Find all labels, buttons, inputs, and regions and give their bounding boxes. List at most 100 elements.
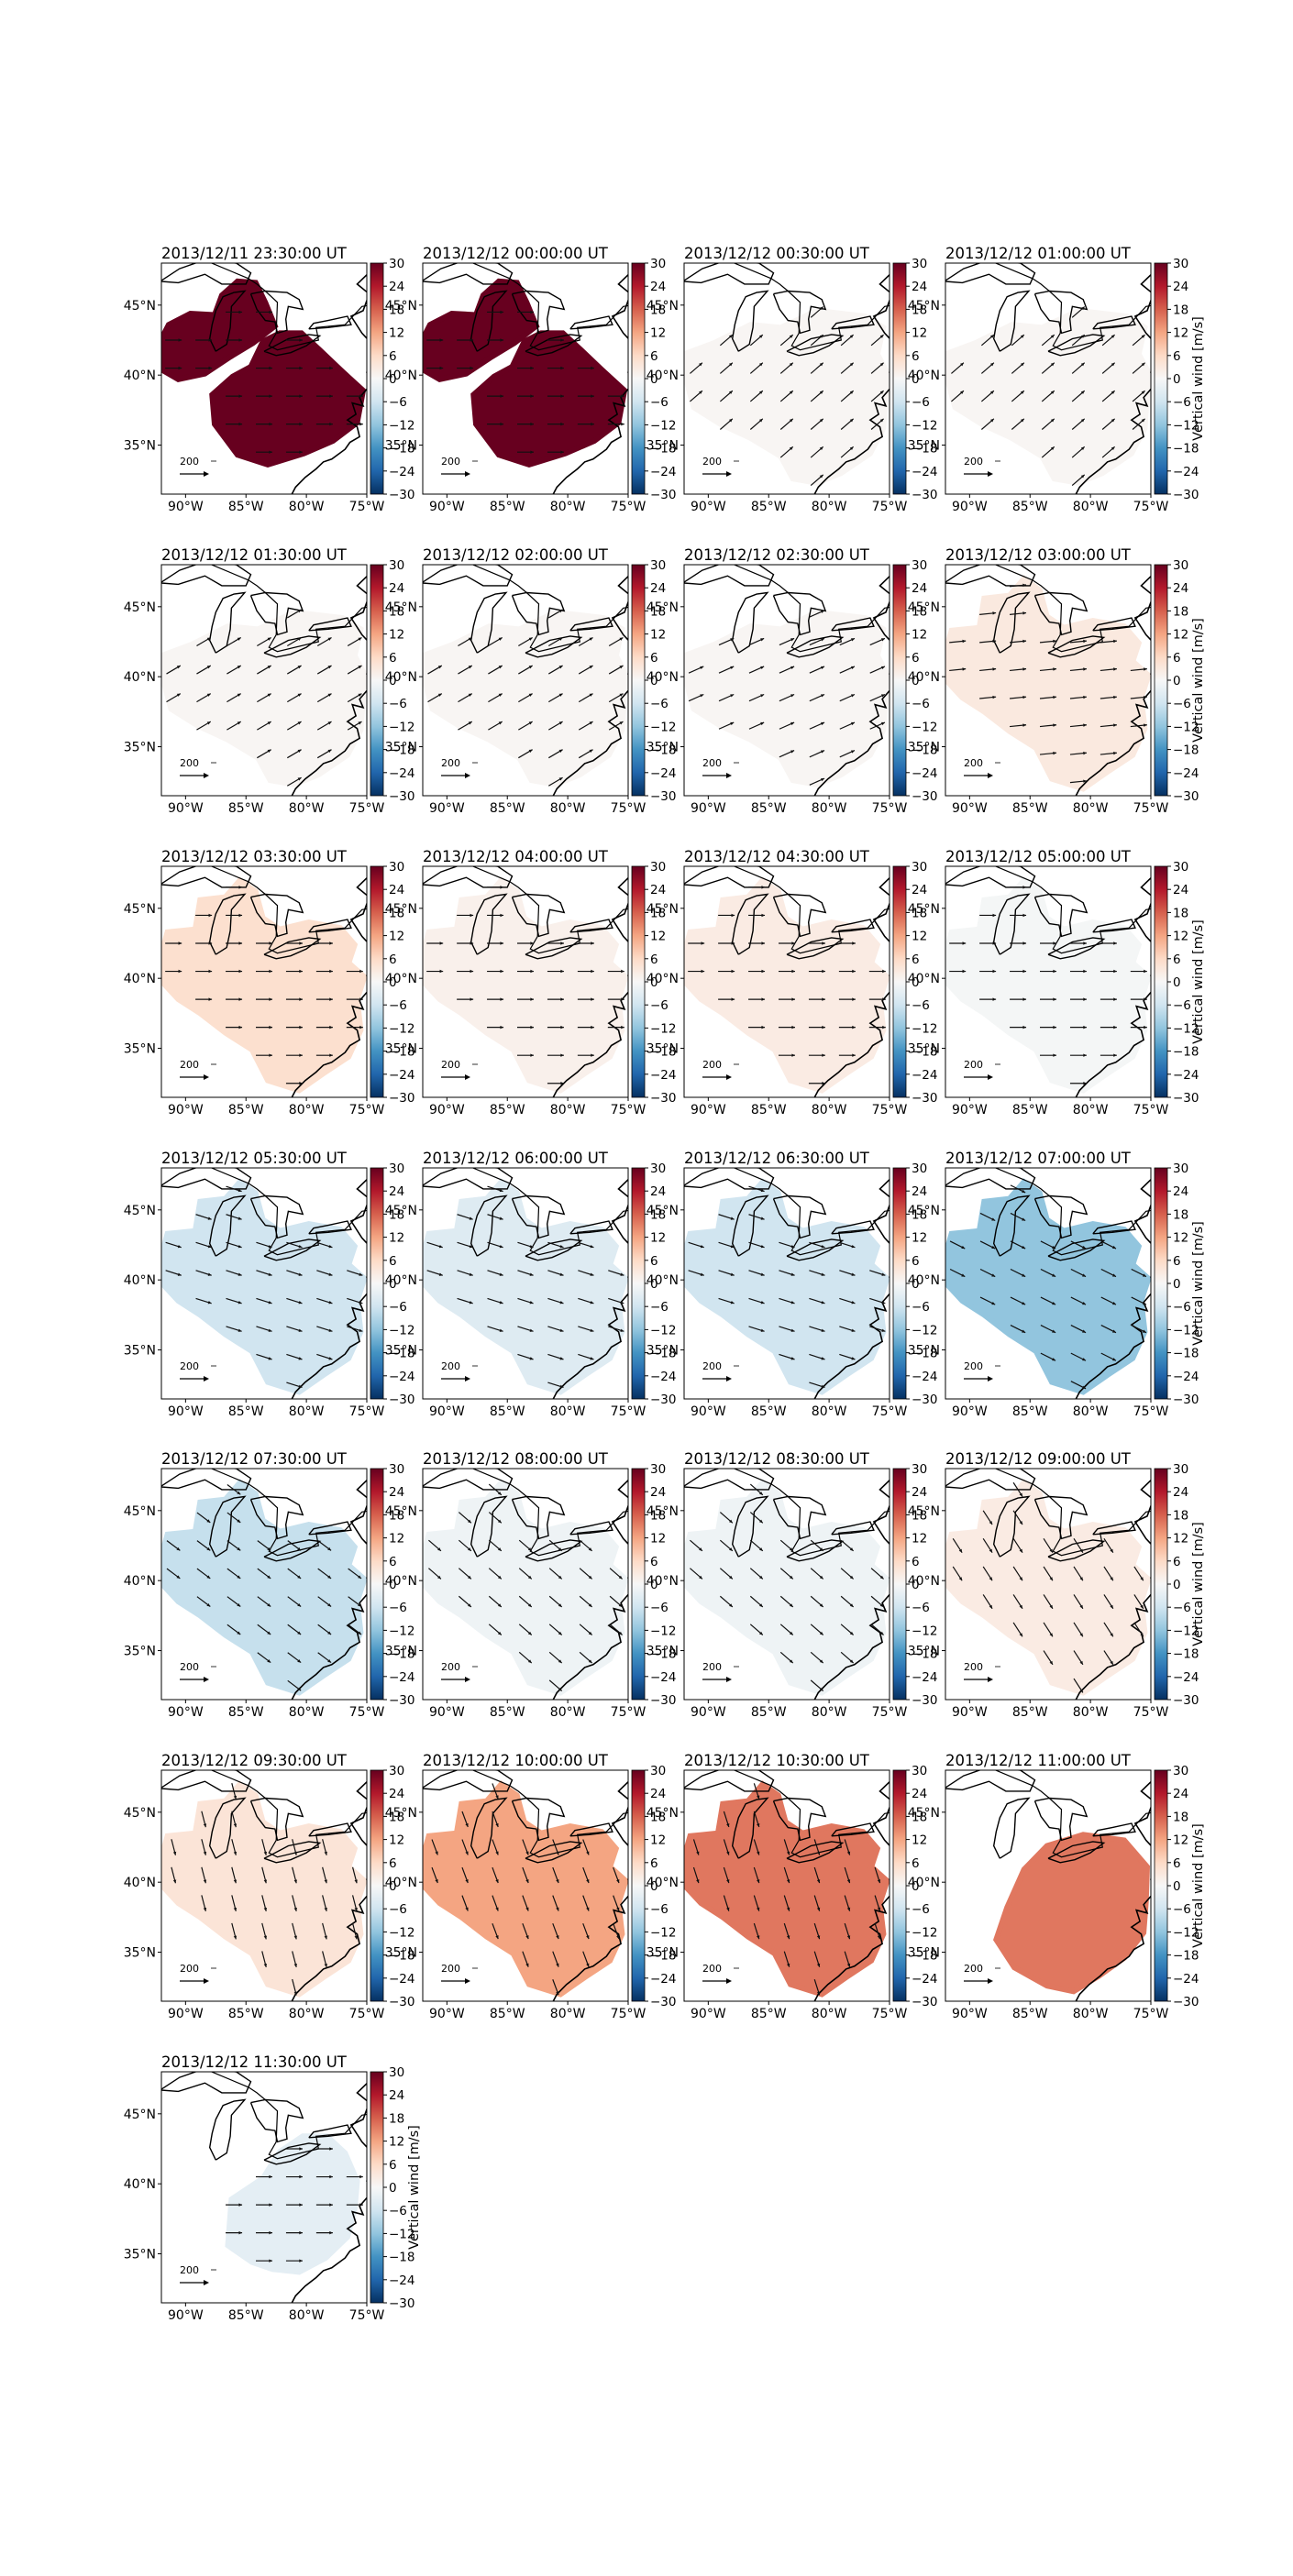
colorbar-tick-label: 6 <box>650 1254 658 1269</box>
lake-outline <box>992 1194 1031 1257</box>
wind-vector-head <box>1113 695 1117 699</box>
colorbar-tick-label: −30 <box>1173 1091 1199 1106</box>
wind-vector-head <box>1111 418 1115 423</box>
panel-title: 2013/12/12 01:30:00 UT <box>161 546 348 564</box>
colorbar-tick-label: −6 <box>912 395 930 410</box>
wind-vector-head <box>299 997 303 1001</box>
wind-vector-head <box>589 721 593 725</box>
lat-tick-label: 35°N <box>908 741 940 755</box>
colorbar-tick-label: 18 <box>1173 303 1188 317</box>
wind-vector-head <box>1050 418 1055 423</box>
wind-vector-head <box>730 1301 735 1305</box>
wind-vector-head <box>263 1907 268 1911</box>
wind-vector-head <box>590 1244 594 1249</box>
wind-vector-head <box>791 1053 795 1057</box>
vector-key-label: 200 <box>964 757 983 769</box>
wind-vector-head <box>758 1547 763 1551</box>
vector-key-label: 200 <box>180 456 199 468</box>
wind-vector-head <box>1022 913 1027 918</box>
panel-title: 2013/12/12 02:30:00 UT <box>684 546 870 564</box>
wind-vector-head <box>790 1272 795 1276</box>
wind-vector-head <box>203 1907 207 1911</box>
lat-tick-label: 35°N <box>385 1042 417 1057</box>
panel-map <box>945 866 1151 1097</box>
wind-vector-head <box>530 969 534 974</box>
wind-vector-head <box>269 997 272 1001</box>
lat-tick-label: 40°N <box>908 1574 940 1589</box>
country-border <box>452 1469 628 1557</box>
colorbar-tick-label: 6 <box>650 1555 658 1569</box>
colorbar <box>892 1769 907 2002</box>
lat-tick-label: 35°N <box>124 1946 156 1961</box>
wind-vector-head <box>359 969 363 974</box>
colorbar-tick-label: −30 <box>912 1693 938 1708</box>
wind-vector-head <box>589 666 593 669</box>
wind-vector-head <box>789 1575 793 1580</box>
wind-vector-head <box>816 1963 821 1967</box>
wind-vector-head <box>616 1935 620 1940</box>
colorbar-tick-label: 18 <box>1173 1810 1188 1824</box>
wind-vector-head <box>586 1963 590 1967</box>
colorbar <box>892 1468 907 1701</box>
vertical-wind-field <box>161 876 367 1094</box>
wind-vector-head <box>468 666 472 669</box>
colorbar-tick-label: 12 <box>389 1231 404 1246</box>
wind-vector-head <box>819 1575 823 1580</box>
wind-vector-head <box>699 1547 702 1551</box>
wind-vector-head <box>616 1907 620 1911</box>
wind-vector-head <box>528 637 533 641</box>
vector-key-label: 200 <box>441 456 460 468</box>
lon-tick-label: 85°W <box>490 1103 525 1117</box>
colorbar-tick-label: 6 <box>1173 1555 1181 1569</box>
lake-outline <box>1033 1194 1089 1239</box>
panel-frame <box>683 564 890 797</box>
wind-vector-head <box>991 1245 996 1249</box>
wind-vector-head <box>850 750 855 754</box>
colorbar-tick-label: 6 <box>1173 349 1181 364</box>
wind-vector-head <box>176 666 181 669</box>
wind-vector-head <box>1052 1245 1056 1249</box>
wind-vector-head <box>989 1604 993 1609</box>
wind-vector-head <box>729 1575 733 1580</box>
wind-vector-head <box>233 1907 238 1911</box>
colorbar-tick-label: −30 <box>912 488 938 502</box>
wind-vector-head <box>879 335 884 338</box>
wind-vector-head <box>790 1244 795 1249</box>
wind-vector-head <box>819 446 823 451</box>
colorbar-tick-label: −6 <box>1173 998 1191 1013</box>
colorbar-tick-label: 18 <box>650 303 666 317</box>
wind-vector-head <box>877 1907 881 1911</box>
lake-outline <box>569 919 613 933</box>
wind-vector-head <box>329 2147 333 2151</box>
wind-vector-head <box>529 1328 534 1332</box>
wind-vector-head <box>435 1851 438 1855</box>
wind-vector-head <box>525 1851 529 1855</box>
vector-key-label: 200 <box>702 1661 722 1673</box>
coastline <box>1075 575 1151 796</box>
colorbar-tick-label: 12 <box>1173 628 1188 643</box>
wind-vector-head <box>819 474 823 479</box>
lake-outline <box>161 2072 252 2094</box>
wind-vector-head <box>560 1081 564 1085</box>
lake-outline <box>569 1822 613 1837</box>
lon-tick-label: 85°W <box>751 801 787 816</box>
wind-vector-head <box>500 1025 504 1029</box>
wind-vector-head <box>465 1907 469 1911</box>
colorbar-tick-label: 24 <box>912 1787 927 1801</box>
panel-frame <box>160 1167 368 1400</box>
wind-vector-head <box>556 1907 559 1911</box>
colorbar-tick-label: 12 <box>912 628 927 643</box>
wind-vector-head <box>589 637 593 641</box>
colorbar <box>1154 1167 1168 1400</box>
lon-tick-label: 85°W <box>751 1705 787 1720</box>
wind-vector-head <box>358 693 362 697</box>
colorbar-tick-label: −24 <box>1173 1670 1199 1685</box>
wind-vector-head <box>359 2174 363 2179</box>
colorbar-tick-label: −12 <box>650 1021 677 1036</box>
country-border <box>713 263 890 351</box>
lake-outline <box>1047 635 1106 658</box>
colorbar-tick-label: 12 <box>389 1833 404 1848</box>
wind-vector-head <box>263 1935 268 1940</box>
wind-vector-head <box>297 637 302 641</box>
